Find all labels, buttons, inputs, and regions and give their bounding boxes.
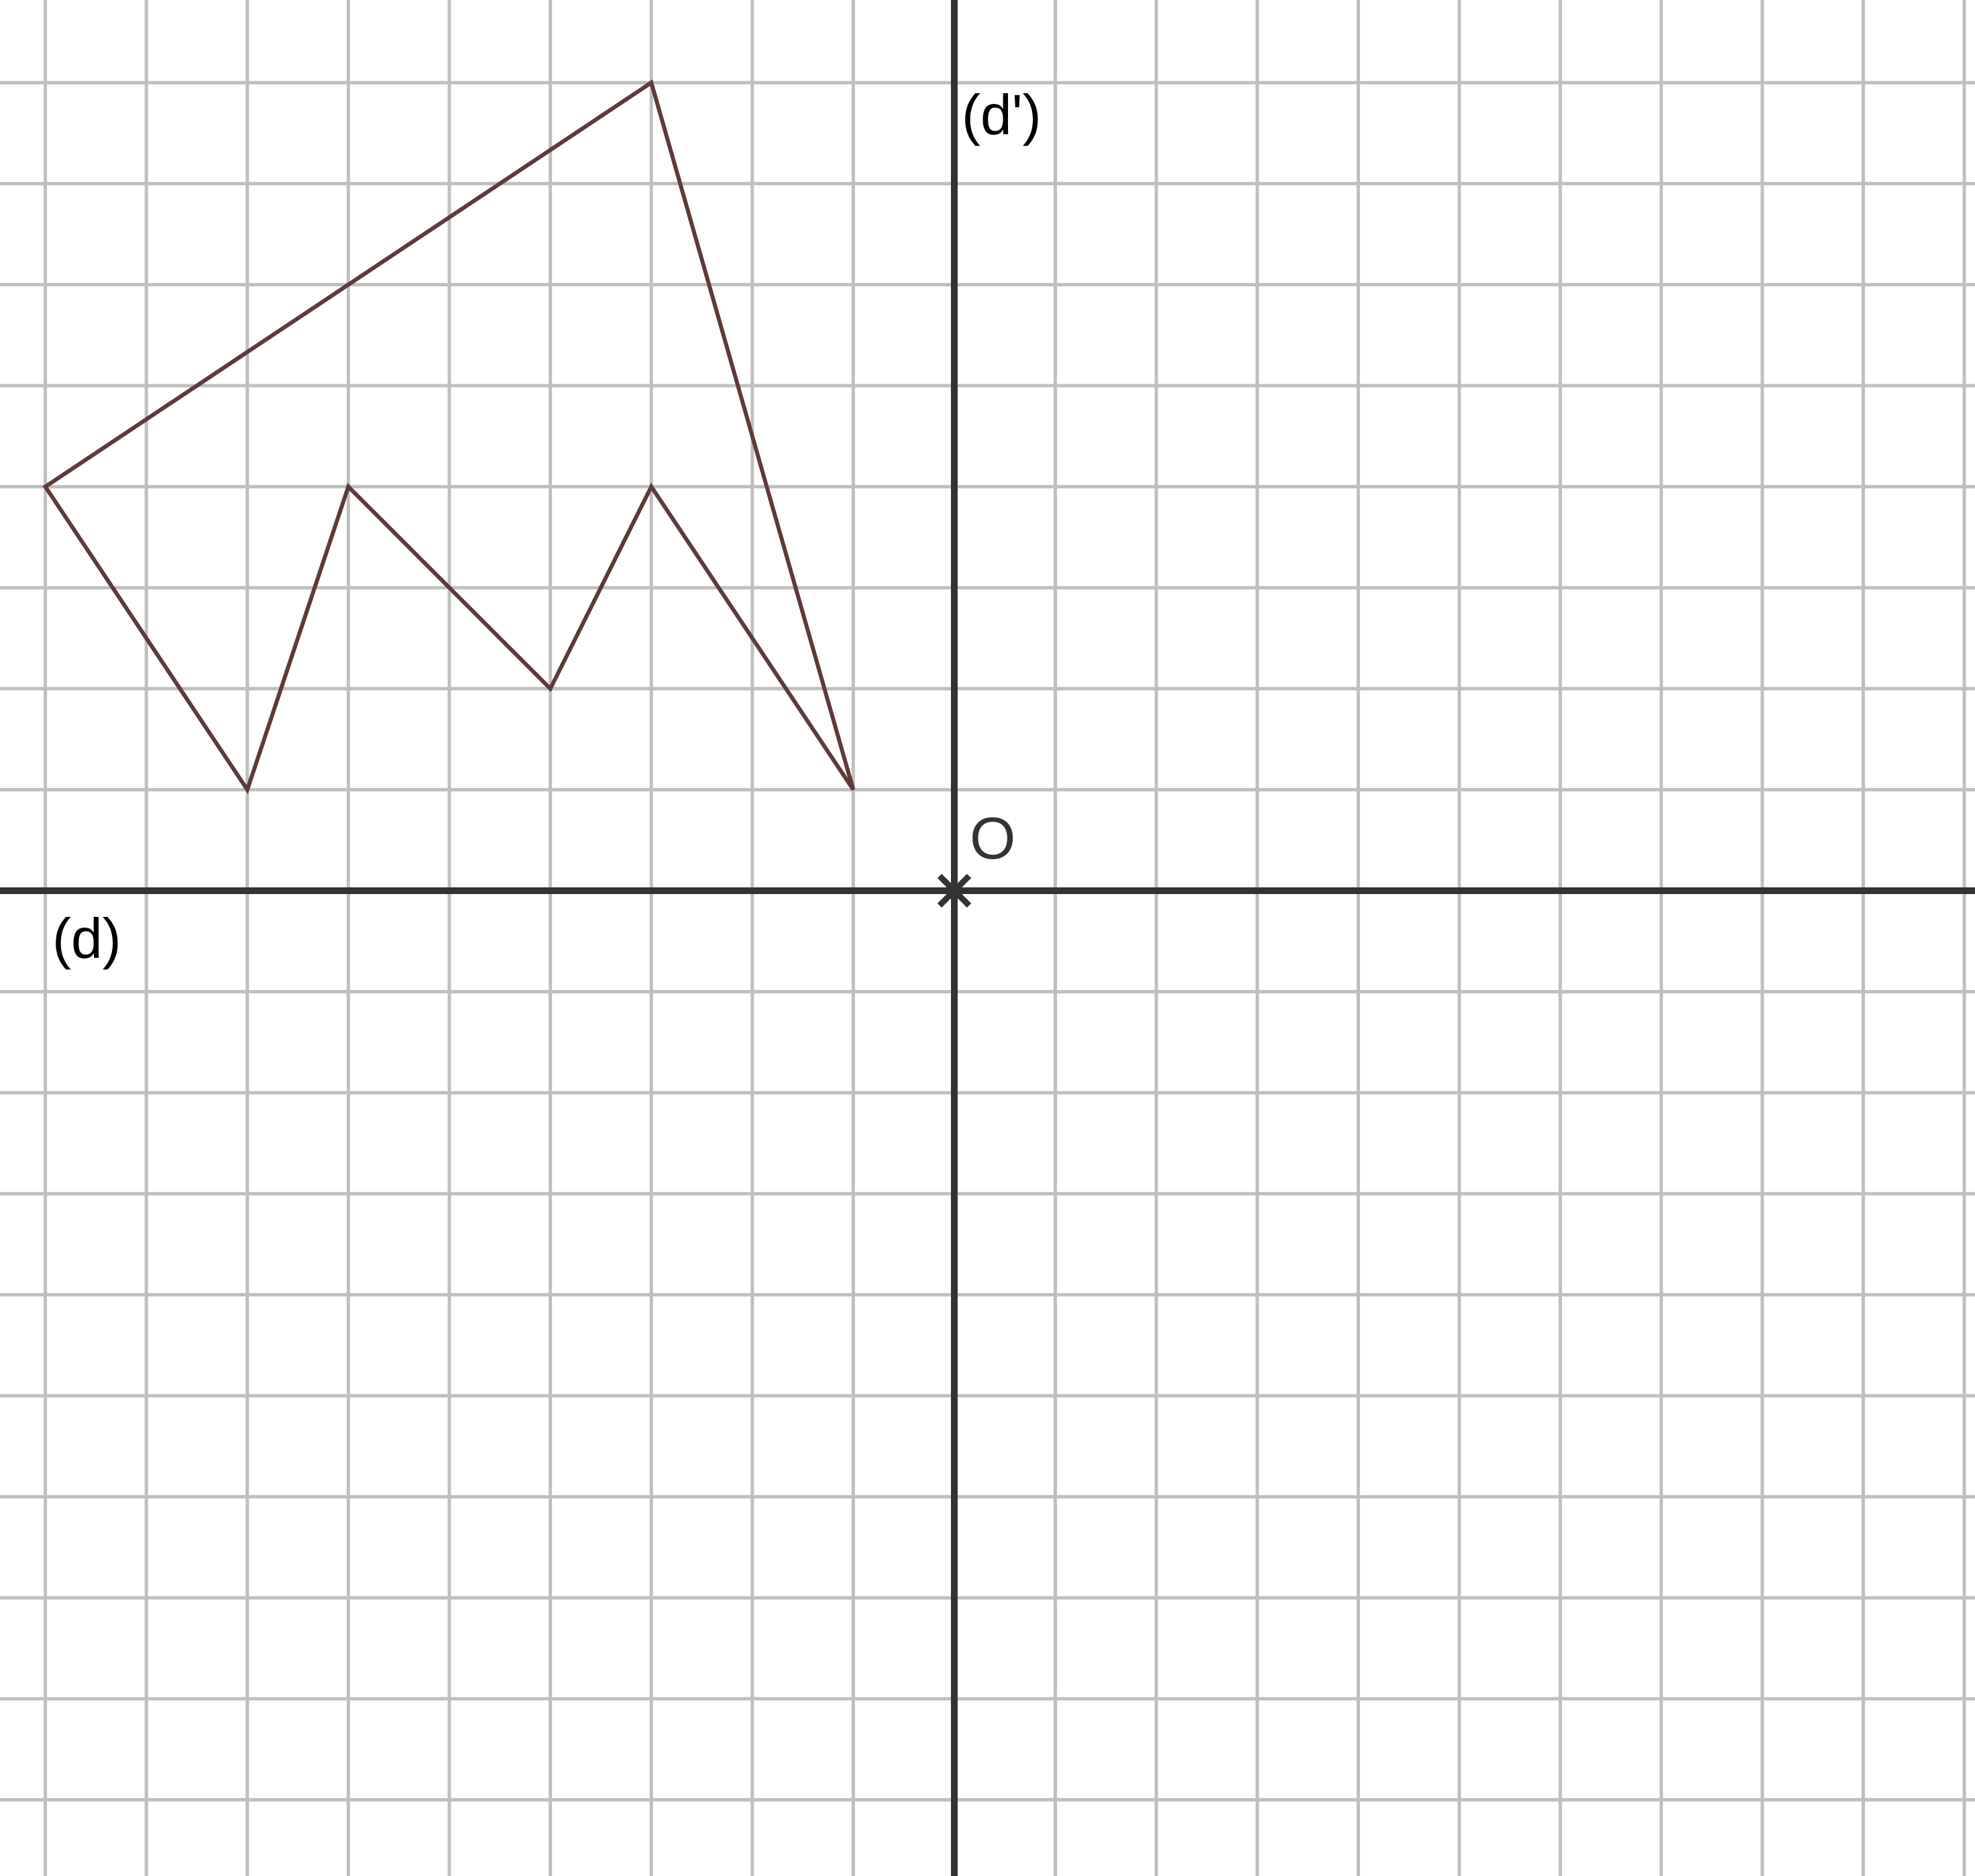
origin-label: O xyxy=(970,805,1015,871)
origin-cross-marker xyxy=(937,873,972,908)
polygon-shape xyxy=(42,79,856,795)
line-d-prime-label: (d') xyxy=(962,83,1041,146)
polygon-layer xyxy=(42,79,856,795)
line-d-label: (d) xyxy=(52,907,121,970)
